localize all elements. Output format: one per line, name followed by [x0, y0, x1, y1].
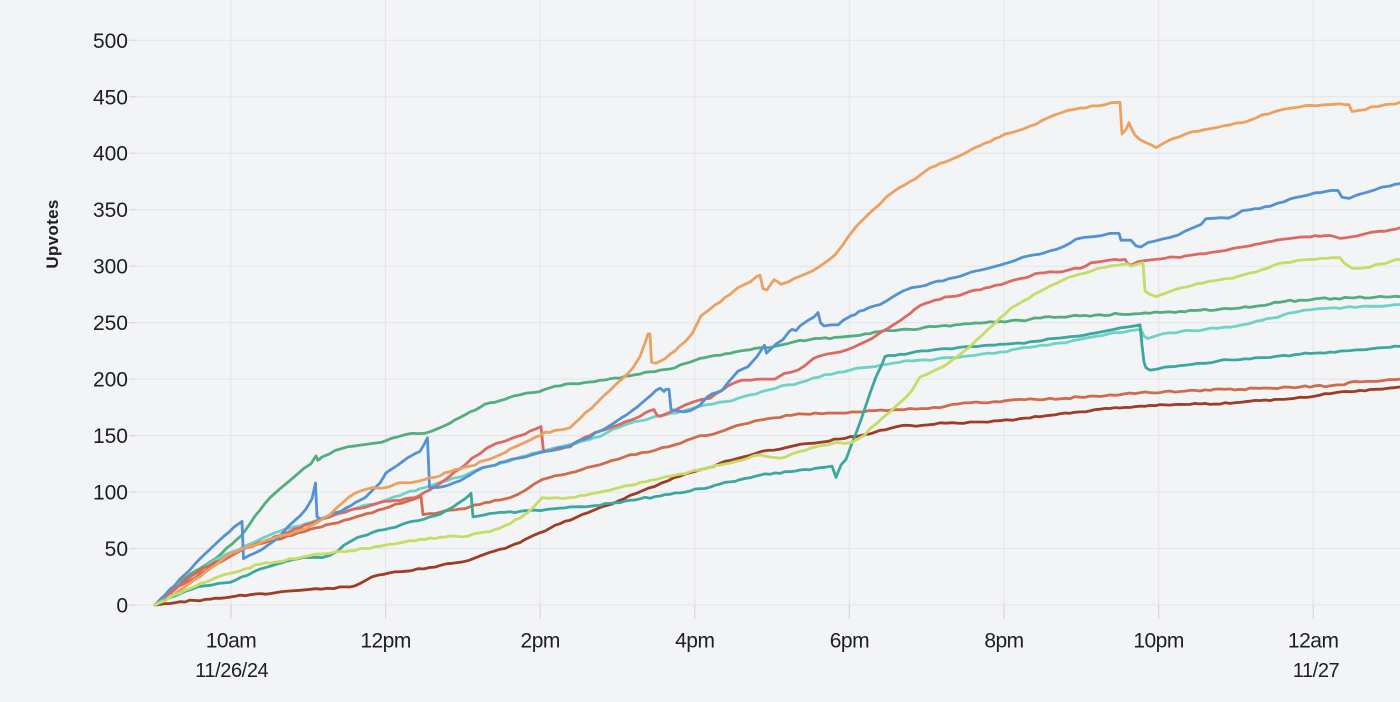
svg-text:200: 200: [93, 369, 128, 392]
svg-text:12am: 12am: [1288, 630, 1339, 653]
svg-text:250: 250: [93, 312, 128, 335]
svg-text:300: 300: [93, 256, 128, 279]
svg-text:11/26/24: 11/26/24: [195, 660, 268, 682]
svg-text:50: 50: [105, 538, 128, 561]
svg-text:450: 450: [93, 86, 128, 109]
svg-text:6pm: 6pm: [830, 630, 869, 653]
svg-text:350: 350: [93, 199, 128, 222]
svg-text:400: 400: [93, 143, 128, 166]
svg-text:2pm: 2pm: [521, 630, 560, 653]
svg-text:500: 500: [93, 30, 128, 53]
svg-text:10pm: 10pm: [1133, 630, 1184, 653]
svg-text:12pm: 12pm: [360, 630, 411, 653]
svg-text:0: 0: [116, 595, 128, 618]
svg-text:150: 150: [93, 425, 128, 448]
svg-text:Upvotes: Upvotes: [43, 199, 62, 268]
svg-text:4pm: 4pm: [675, 630, 714, 653]
svg-text:10am: 10am: [206, 630, 257, 653]
svg-text:11/27: 11/27: [1293, 660, 1340, 682]
svg-text:100: 100: [93, 482, 128, 505]
svg-text:8pm: 8pm: [984, 630, 1023, 653]
